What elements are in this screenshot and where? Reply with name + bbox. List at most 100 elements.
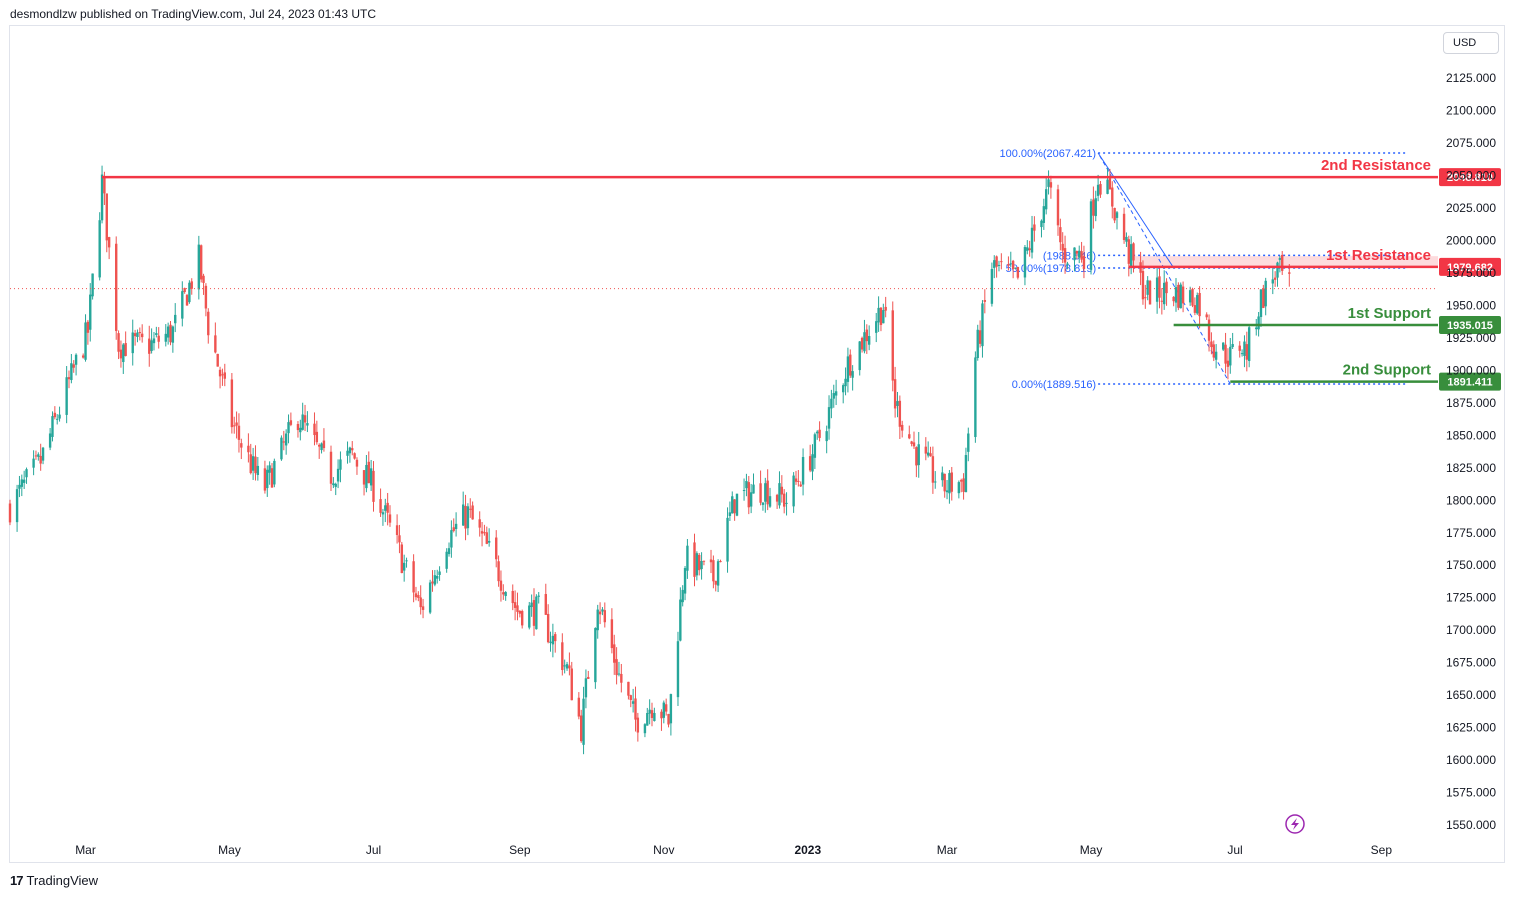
candle-body: [398, 535, 401, 543]
candle-body: [976, 329, 979, 358]
candle-body: [1033, 224, 1036, 231]
candle-body: [950, 472, 953, 492]
candle-body: [1106, 179, 1109, 194]
candle-body: [273, 460, 276, 485]
candle-body: [735, 493, 739, 516]
candle-body: [483, 532, 486, 534]
candle-body: [266, 469, 269, 489]
candle-body: [98, 220, 101, 278]
candle-body: [941, 472, 944, 481]
candle-body: [742, 490, 746, 492]
candle-body: [1222, 342, 1225, 350]
candle-body: [117, 333, 120, 352]
candle-body: [433, 575, 437, 585]
y-tick-label: 1550.000: [1446, 818, 1496, 832]
y-tick-label: 2025.000: [1446, 201, 1496, 215]
candle-body: [693, 542, 696, 577]
candle-body: [136, 332, 139, 337]
candle-body: [1210, 341, 1213, 348]
candle-body: [1016, 266, 1020, 278]
candle-body: [1155, 277, 1159, 302]
candle-body: [164, 333, 167, 342]
candle-body: [1059, 227, 1062, 243]
candle-body: [148, 338, 151, 354]
currency-selector[interactable]: USD: [1443, 32, 1499, 54]
candle-body: [169, 324, 172, 343]
candle-body: [334, 483, 337, 487]
candle-body: [945, 490, 949, 493]
candle-body: [81, 355, 85, 358]
candle-body: [846, 356, 850, 382]
candle-body: [107, 237, 111, 248]
candle-body: [686, 545, 689, 571]
footer-brand[interactable]: 17 TradingView: [10, 873, 98, 888]
candle-body: [150, 340, 153, 351]
y-tick-label: 1875.000: [1446, 396, 1496, 410]
candle-body: [877, 307, 880, 323]
candle-body: [780, 486, 784, 495]
y-tick-label: 1675.000: [1446, 656, 1496, 670]
fib-trendline: [1097, 152, 1175, 269]
candle-body: [1226, 360, 1230, 367]
candle-body: [152, 338, 156, 344]
candle-body: [712, 560, 715, 582]
candle-body: [537, 595, 540, 597]
candle-body: [882, 310, 885, 324]
candle-body: [1146, 280, 1149, 295]
candle-body: [400, 544, 404, 574]
candle-body: [39, 455, 42, 464]
candle-body: [405, 560, 408, 562]
candle-body: [362, 470, 366, 485]
x-tick-label: Mar: [75, 843, 96, 857]
candle-body: [1243, 341, 1246, 356]
candle-body: [667, 713, 670, 725]
candle-body: [1207, 319, 1211, 341]
candle-body: [303, 415, 307, 423]
candle-body: [1259, 289, 1263, 317]
candle-body: [990, 269, 994, 304]
candle-body: [1011, 260, 1015, 270]
candle-body: [221, 374, 224, 376]
candle-body: [1122, 213, 1126, 240]
candle-body: [1165, 281, 1168, 294]
candle-body: [664, 704, 668, 712]
candle-body: [190, 281, 193, 289]
candle-body: [1264, 280, 1267, 307]
candle-body: [419, 597, 422, 608]
candle-body: [1080, 251, 1083, 260]
y-tick-label: 1950.000: [1446, 298, 1496, 312]
candle-body: [676, 641, 680, 698]
candle-body: [957, 482, 961, 494]
candle-body: [967, 433, 970, 452]
candle-body: [1273, 277, 1277, 280]
price-tag: [1439, 315, 1501, 334]
candle-body: [438, 571, 441, 575]
candle-body: [841, 385, 845, 393]
candle-body: [714, 580, 717, 585]
candle-body: [67, 377, 71, 380]
candle-body: [171, 326, 175, 343]
candle-body: [1009, 263, 1012, 265]
candle-body: [214, 335, 217, 353]
candle-body: [867, 336, 871, 345]
candle-body: [613, 644, 616, 663]
lightning-icon[interactable]: [1285, 814, 1305, 834]
price-tag-label: 1891.411: [1447, 377, 1492, 389]
candle-body: [1129, 244, 1133, 267]
candle-body: [1026, 247, 1029, 251]
candle-body: [1096, 184, 1100, 196]
candle-body: [627, 681, 630, 696]
candle-body: [41, 447, 45, 461]
candle-body: [948, 473, 951, 494]
candle-body: [197, 244, 201, 290]
candle-body: [794, 478, 798, 482]
candle-body: [185, 295, 189, 306]
candle-body: [778, 483, 781, 506]
candle-body: [32, 458, 35, 468]
candle-body: [863, 332, 866, 352]
candle-body: [709, 559, 713, 563]
fib-level-label: 0.00%(1889.516): [1012, 379, 1096, 391]
candle-body: [785, 502, 788, 504]
brand-label: TradingView: [26, 873, 99, 888]
